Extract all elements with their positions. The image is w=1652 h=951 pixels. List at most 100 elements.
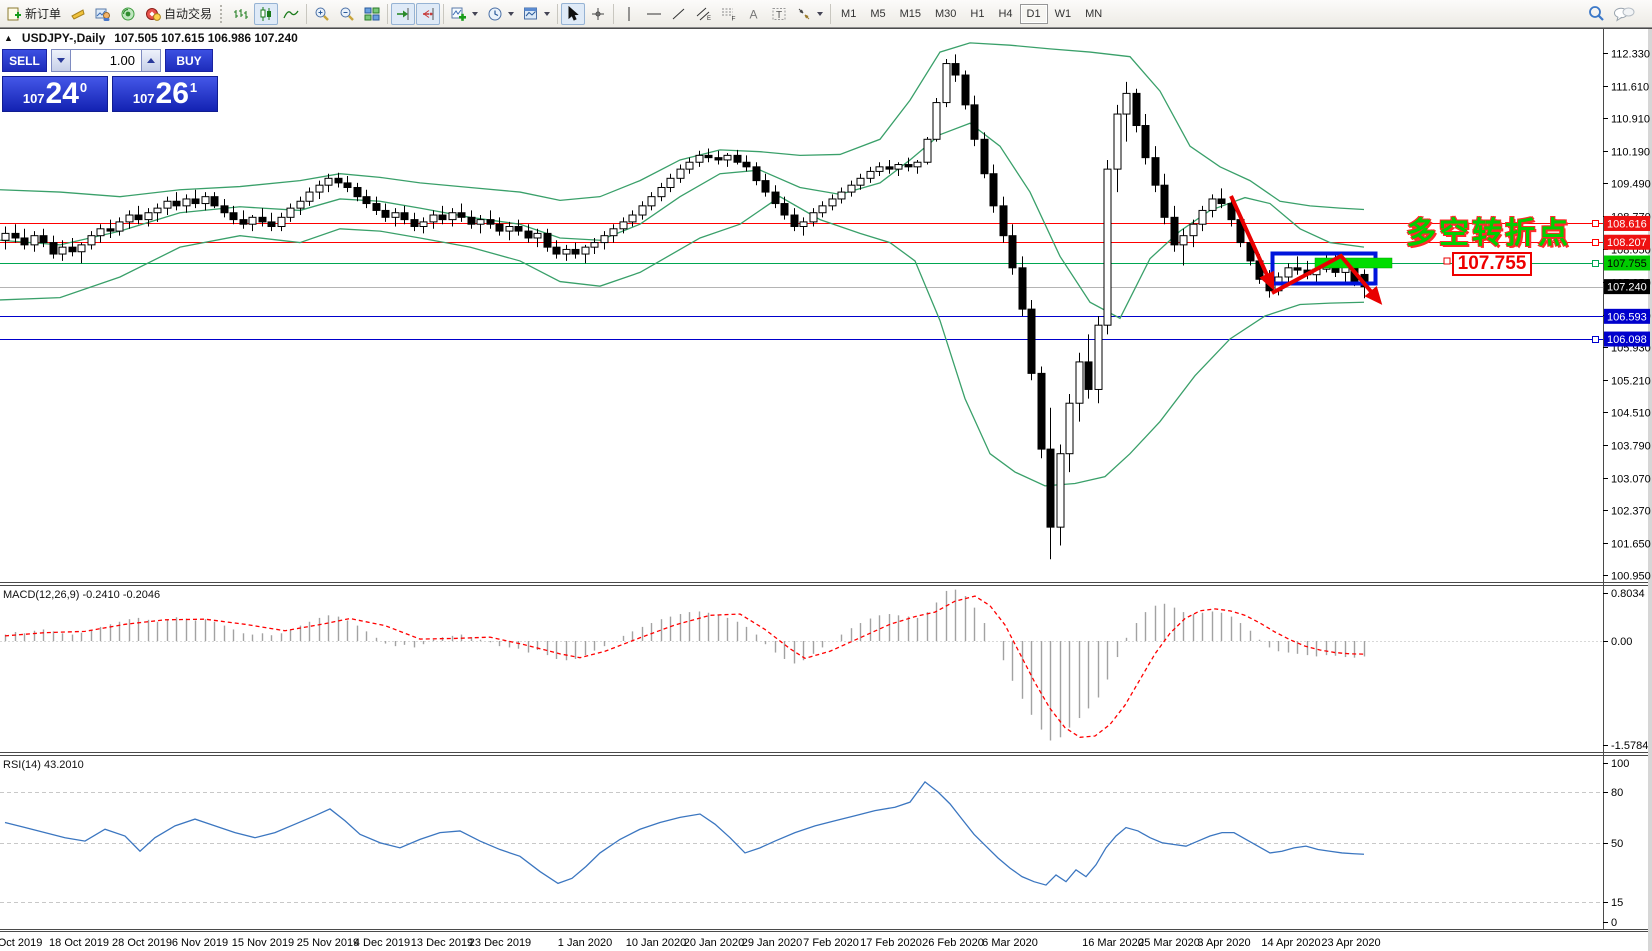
timeframe-m30-button[interactable]: M30	[935, 7, 957, 20]
indicators-button[interactable]	[447, 3, 482, 25]
zoom-out-button[interactable]	[335, 3, 359, 25]
bollinger-lower-band	[0, 195, 1365, 487]
consolidation-box-annotation[interactable]	[1270, 251, 1378, 286]
toolbar-separator	[613, 3, 615, 24]
candle-body	[277, 216, 286, 228]
turning-point-annotation[interactable]: 多空转折点	[1406, 217, 1571, 250]
candle-body	[495, 223, 504, 232]
expert-advisors-button[interactable]	[66, 3, 90, 25]
auto-trading-button[interactable]: 自动交易	[141, 3, 216, 25]
volume-decrease-button[interactable]	[51, 49, 71, 72]
timeframe-mn-button[interactable]: MN	[1085, 7, 1103, 20]
candle-body	[961, 74, 970, 106]
horizontal-line-button[interactable]	[642, 3, 666, 25]
level-handle[interactable]	[1592, 220, 1599, 227]
candle-body	[638, 205, 647, 216]
fibonacci-icon: F	[722, 8, 736, 22]
periods-button[interactable]	[483, 3, 518, 25]
timeframe-h1-button[interactable]: H1	[970, 7, 985, 20]
toolbar-separator	[443, 3, 445, 24]
candle-body	[30, 235, 39, 246]
price-tick-label: 103.070	[1611, 474, 1651, 486]
candle-body	[1065, 402, 1074, 455]
timeframe-m15-button[interactable]: M15	[899, 7, 921, 20]
chart-shift-icon	[423, 7, 434, 20]
tile-windows-button[interactable]	[360, 3, 384, 25]
candle-body	[647, 196, 656, 207]
trend-arrow-zigzag[interactable]	[1271, 253, 1383, 305]
rsi-line	[4, 780, 1365, 886]
sell-price-main: 24	[45, 77, 79, 110]
title-marker-icon: ▲	[4, 33, 13, 43]
buy-price-superscript: 1	[189, 80, 198, 95]
candle-body	[191, 198, 200, 205]
candle-body	[666, 177, 675, 188]
crosshair-button[interactable]	[586, 3, 610, 25]
price-callout-label[interactable]: 107.755	[1452, 252, 1532, 276]
new-order-button[interactable]: 新订单	[3, 3, 65, 25]
templates-button[interactable]	[519, 3, 554, 25]
cursor-button[interactable]	[561, 2, 586, 25]
text-button[interactable]: A	[742, 3, 766, 25]
buy-price-display[interactable]: 107 26 1	[112, 76, 218, 112]
candle-body	[543, 232, 552, 248]
chat-icon[interactable]	[1613, 6, 1635, 22]
periods-dropdown-caret	[508, 11, 515, 16]
candle-body	[153, 207, 162, 214]
candle-body	[248, 216, 257, 225]
date-label: 28 Oct 2019	[112, 937, 172, 949]
sell-button[interactable]: SELL	[2, 49, 47, 72]
search-icon[interactable]	[1588, 5, 1605, 22]
candle-body	[999, 205, 1008, 237]
timeframe-w1-button[interactable]: W1	[1054, 7, 1072, 20]
expert-advisors-icon	[71, 8, 85, 20]
callout-handle[interactable]	[1443, 257, 1451, 265]
candle-body	[438, 214, 447, 221]
level-handle[interactable]	[1592, 260, 1599, 267]
candle-body	[562, 248, 571, 255]
line-chart-button[interactable]	[279, 3, 303, 25]
candle-body	[581, 246, 590, 255]
auto-scroll-icon	[397, 7, 409, 20]
window-edge	[1648, 29, 1652, 951]
candlestick-chart-button[interactable]	[254, 2, 279, 25]
buy-price-prefix: 107	[132, 91, 155, 106]
candle-body	[362, 196, 371, 205]
sell-price-display[interactable]: 107 24 0	[2, 76, 108, 112]
equidistant-channel-button[interactable]: E	[692, 3, 716, 25]
buy-button[interactable]: BUY	[165, 49, 213, 72]
date-label: 1 Jan 2020	[558, 937, 612, 949]
macd-signal-line	[4, 595, 1365, 738]
candle-body	[410, 219, 419, 228]
candle-body	[1179, 235, 1188, 246]
date-label: Oct 2019	[0, 937, 42, 949]
timeframe-h4-button[interactable]: H4	[998, 7, 1013, 20]
text-label-button[interactable]: T	[767, 3, 791, 25]
candle-body	[847, 184, 856, 193]
auto-scroll-button[interactable]	[391, 2, 416, 25]
accounts-button[interactable]	[91, 3, 115, 25]
arrows-button[interactable]	[792, 3, 827, 25]
volume-input[interactable]: 1.00	[71, 49, 141, 72]
timeframe-d1-button[interactable]: D1	[1019, 3, 1048, 24]
volume-increase-button[interactable]	[141, 49, 161, 72]
timeframe-m5-button[interactable]: M5	[870, 7, 886, 20]
vertical-line-button[interactable]	[617, 3, 641, 25]
level-handle[interactable]	[1592, 239, 1599, 246]
date-label: 23 Apr 2020	[1321, 937, 1380, 949]
candle-body	[258, 216, 267, 223]
trendline-button[interactable]	[667, 3, 691, 25]
fibonacci-button[interactable]: F	[717, 3, 741, 25]
bar-chart-icon	[234, 8, 249, 19]
chart-shift-button[interactable]	[416, 2, 441, 25]
timeframe-m1-button[interactable]: M1	[841, 7, 857, 20]
zoom-in-button[interactable]	[310, 3, 334, 25]
candle-body	[1103, 168, 1112, 326]
trend-arrow-down[interactable]	[1229, 195, 1275, 291]
price-tick-label: 109.490	[1611, 179, 1651, 191]
level-handle[interactable]	[1592, 336, 1599, 343]
news-button[interactable]	[116, 3, 140, 25]
templates-dropdown-caret	[544, 11, 551, 16]
bar-chart-button[interactable]	[229, 3, 253, 25]
